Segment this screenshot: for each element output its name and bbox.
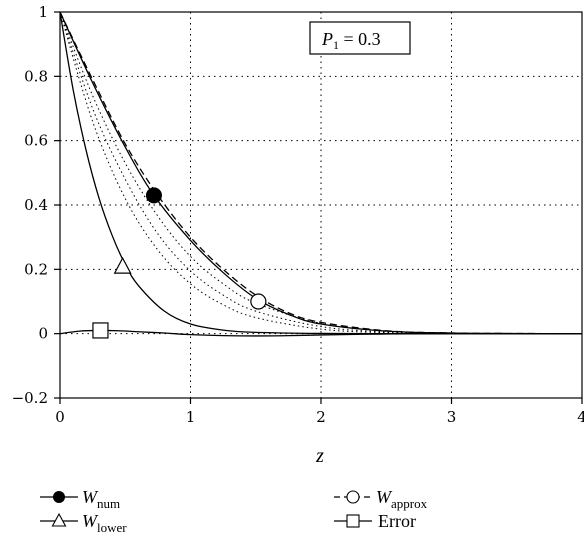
legend-item-wapprox: Wapprox bbox=[334, 487, 428, 511]
legend-item-error: Error bbox=[334, 511, 416, 531]
x-tick-label: 0 bbox=[55, 408, 65, 426]
series-markers bbox=[92, 187, 267, 339]
y-tick-label: 0.2 bbox=[24, 260, 48, 278]
y-tick-label: 0.8 bbox=[24, 67, 48, 85]
x-tick-label: 4 bbox=[577, 408, 584, 426]
marker-wlower bbox=[113, 256, 132, 274]
ticks: 0 1 2 3 4 −0.2 0 0.2 0.4 0.6 0.8 1 bbox=[12, 3, 584, 426]
annotation-label: P1 = 0.3 bbox=[321, 29, 381, 52]
open-triangle-marker bbox=[51, 512, 67, 527]
y-tick-label: 0.4 bbox=[24, 196, 48, 214]
open-circle-marker bbox=[346, 490, 360, 504]
legend-label-wapprox: Wapprox bbox=[376, 487, 428, 511]
intermediate-dotted-curve bbox=[59, 11, 583, 335]
y-tick-label: 1 bbox=[38, 3, 48, 21]
marker-wnum bbox=[145, 187, 162, 204]
x-axis-title: z bbox=[315, 445, 324, 467]
x-tick-label: 3 bbox=[447, 408, 457, 426]
annotation-box: P1 = 0.3 bbox=[309, 21, 411, 55]
marker-error bbox=[92, 322, 109, 339]
legend-label-error: Error bbox=[378, 511, 416, 531]
x-tick-label: 1 bbox=[186, 408, 196, 426]
x-tick-label: 2 bbox=[316, 408, 326, 426]
legend-item-wnum: Wnum bbox=[40, 487, 120, 511]
y-tick-label: −0.2 bbox=[12, 389, 48, 407]
y-tick-label: 0 bbox=[38, 325, 48, 343]
filled-circle-marker bbox=[53, 491, 65, 503]
open-square-marker bbox=[346, 514, 360, 528]
legend: Wnum Wlower Wapprox Error bbox=[40, 487, 428, 535]
legend-label-wnum: Wnum bbox=[82, 487, 120, 511]
legend-item-wlower: Wlower bbox=[40, 511, 127, 535]
marker-wapprox bbox=[250, 293, 267, 310]
legend-label-wlower: Wlower bbox=[82, 511, 127, 535]
y-tick-label: 0.6 bbox=[24, 132, 48, 150]
grid bbox=[60, 12, 582, 398]
